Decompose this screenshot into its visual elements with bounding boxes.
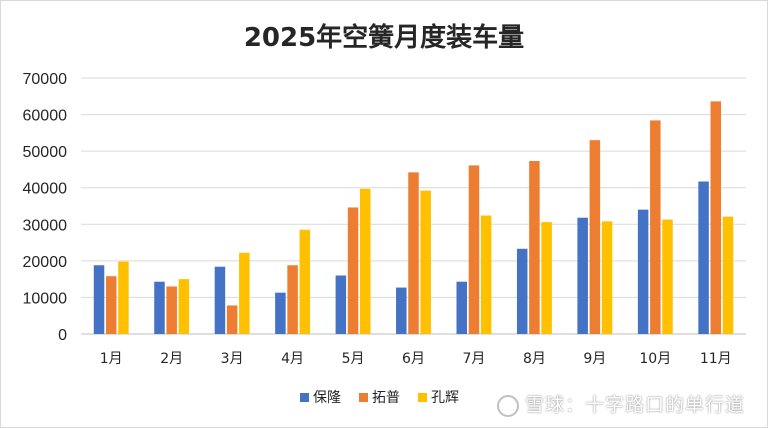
y-tick-label: 50000 — [23, 144, 68, 161]
snowball-logo-icon — [496, 394, 519, 417]
bar-1-1 — [93, 265, 105, 334]
x-tick-label: 8月 — [523, 351, 546, 367]
x-axis-ticks: 1月 2月 3月 4月 5月 6月 7月 8月 9月 10月 11月 — [100, 351, 732, 367]
bar-2-9 — [589, 140, 601, 334]
bar-1-8 — [516, 248, 528, 334]
bar-2-5 — [347, 207, 359, 334]
bar-3-10 — [662, 219, 673, 334]
legend-label: 保隆 — [313, 390, 341, 406]
x-tick-label: 4月 — [281, 351, 304, 367]
bar-1-10 — [637, 209, 649, 334]
y-tick-label: 20000 — [23, 254, 68, 271]
legend-swatch — [300, 393, 309, 402]
bar-2-11 — [710, 101, 722, 334]
bar-2-1 — [105, 276, 117, 334]
bar-3-9 — [601, 221, 613, 334]
x-tick-label: 9月 — [583, 351, 606, 367]
y-tick-label: 40000 — [23, 181, 68, 198]
bar-2-2 — [166, 286, 177, 334]
bar-3-2 — [178, 279, 190, 334]
bar-2-6 — [408, 172, 419, 334]
y-tick-label: 10000 — [23, 290, 68, 307]
bar-3-1 — [118, 261, 129, 334]
x-tick-label: 11月 — [700, 351, 732, 367]
x-tick-label: 10月 — [639, 351, 671, 367]
bar-3-3 — [239, 252, 250, 334]
legend-label: 拓普 — [372, 390, 400, 406]
legend-swatch — [418, 393, 427, 402]
bar-1-5 — [335, 275, 347, 334]
bar-2-8 — [529, 161, 540, 334]
bar-1-2 — [154, 281, 165, 334]
x-tick-label: 3月 — [221, 351, 244, 367]
watermark: 雪球：十字路口的单行道 — [496, 390, 745, 417]
bar-3-4 — [299, 229, 311, 334]
legend-label: 孔辉 — [431, 390, 459, 406]
bar-2-7 — [468, 165, 480, 334]
x-tick-label: 5月 — [342, 351, 365, 367]
bar-1-6 — [396, 287, 407, 334]
bar-1-4 — [275, 292, 286, 334]
x-tick-label: 1月 — [100, 351, 123, 367]
y-tick-label: 0 — [58, 327, 67, 344]
y-tick-label: 30000 — [23, 217, 68, 234]
bar-3-6 — [420, 190, 431, 334]
bar-1-11 — [698, 181, 709, 334]
x-tick-label: 6月 — [402, 351, 425, 367]
bar-3-7 — [480, 215, 492, 334]
y-tick-label: 60000 — [23, 108, 68, 125]
bar-3-5 — [359, 188, 371, 334]
bar-1-9 — [577, 217, 588, 334]
x-tick-label: 2月 — [160, 351, 183, 367]
chart-title: 2025年空簧月度装车量 — [244, 22, 524, 53]
bar-1-3 — [214, 266, 226, 334]
watermark-text: 雪球：十字路口的单行道 — [524, 394, 745, 416]
bar-3-11 — [722, 216, 734, 334]
bars — [93, 101, 734, 335]
x-tick-label: 7月 — [462, 351, 485, 367]
bar-2-4 — [287, 265, 298, 334]
y-tick-label: 70000 — [23, 71, 68, 88]
legend: 保隆 拓普 孔辉 — [300, 390, 459, 406]
bar-1-7 — [456, 281, 468, 334]
bar-2-10 — [650, 120, 661, 335]
bar-3-8 — [541, 222, 552, 334]
bar-2-3 — [226, 305, 238, 334]
legend-swatch — [359, 393, 368, 402]
y-axis-ticks: 0 10000 20000 30000 40000 50000 60000 70000 — [23, 71, 68, 344]
